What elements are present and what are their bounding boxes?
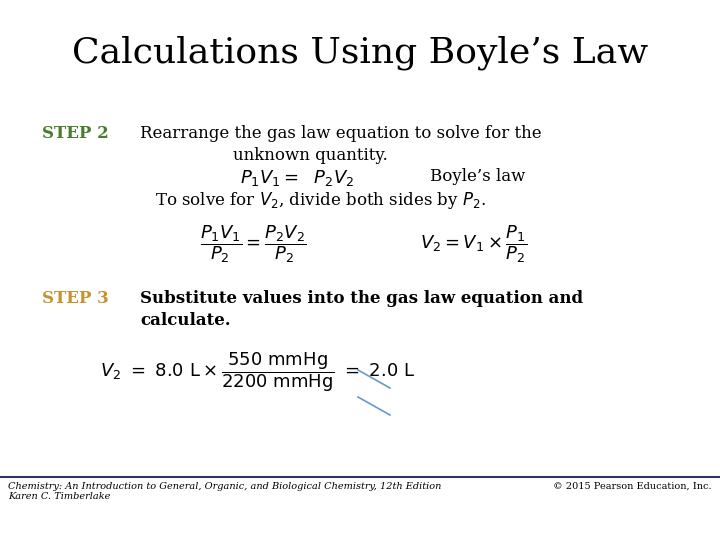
Text: $P_1V_1 = \ \ P_2V_2$: $P_1V_1 = \ \ P_2V_2$	[240, 168, 354, 188]
Text: $V_2 \ = \ 8.0 \ \mathrm{L} \times \dfrac{550 \ \mathrm{mmHg}}{2200 \ \mathrm{mm: $V_2 \ = \ 8.0 \ \mathrm{L} \times \dfra…	[100, 350, 415, 394]
Text: $V_2 = V_1 \times \dfrac{P_1}{P_2}$: $V_2 = V_1 \times \dfrac{P_1}{P_2}$	[420, 223, 527, 265]
Text: Boyle’s law: Boyle’s law	[430, 168, 526, 185]
Text: Substitute values into the gas law equation and: Substitute values into the gas law equat…	[140, 290, 583, 307]
Text: © 2015 Pearson Education, Inc.: © 2015 Pearson Education, Inc.	[554, 482, 712, 491]
Text: STEP 3: STEP 3	[42, 290, 109, 307]
Text: Chemistry: An Introduction to General, Organic, and Biological Chemistry, 12th E: Chemistry: An Introduction to General, O…	[8, 482, 441, 502]
Text: $\dfrac{P_1V_1}{P_2} = \dfrac{P_2V_2}{P_2}$: $\dfrac{P_1V_1}{P_2} = \dfrac{P_2V_2}{P_…	[200, 223, 307, 265]
Text: unknown quantity.: unknown quantity.	[233, 147, 387, 164]
Text: Calculations Using Boyle’s Law: Calculations Using Boyle’s Law	[72, 35, 648, 70]
Text: Rearrange the gas law equation to solve for the: Rearrange the gas law equation to solve …	[140, 125, 541, 142]
Text: STEP 2: STEP 2	[42, 125, 109, 142]
Text: calculate.: calculate.	[140, 312, 230, 329]
Text: To solve for $V_2$, divide both sides by $P_2$.: To solve for $V_2$, divide both sides by…	[155, 190, 486, 211]
